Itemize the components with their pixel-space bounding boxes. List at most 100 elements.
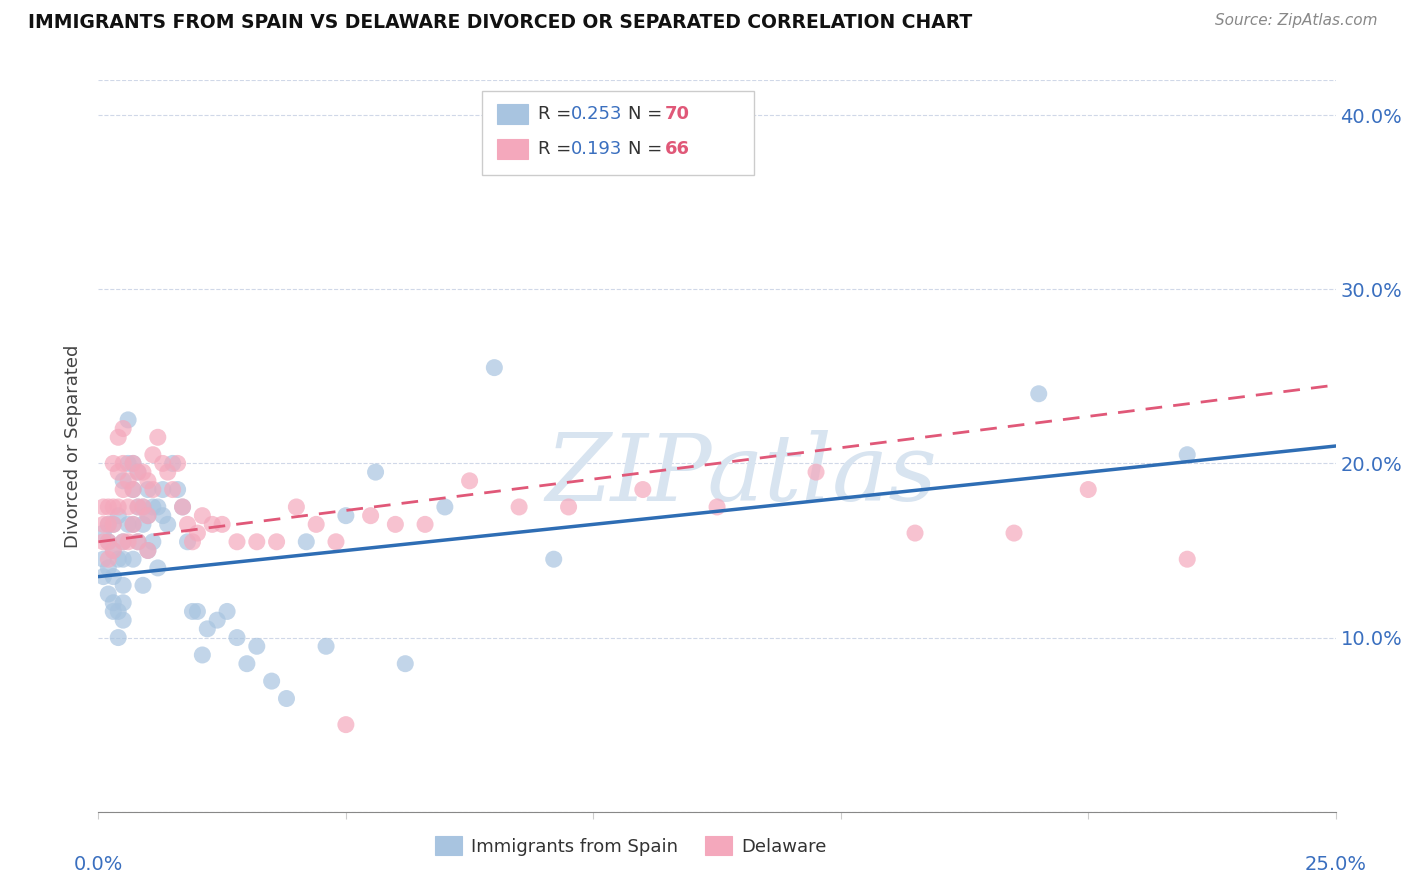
Point [122,517,145,532]
Point [176,534,198,549]
Point [1175,448,1198,462]
Point [97,500,120,514]
Point [236,657,259,671]
Point [543,552,565,566]
Point [93,534,115,549]
Point [107,508,129,523]
Point [191,508,214,523]
Bar [496,139,527,160]
Point [186,526,208,541]
Point [103,543,125,558]
Point [122,483,145,497]
Point [117,457,139,471]
Point [132,500,155,514]
Text: 0.0%: 0.0% [73,855,124,874]
Point [142,500,165,514]
Text: 70: 70 [665,105,690,123]
Point [97,534,120,549]
Point [132,578,155,592]
Point [97,561,120,575]
Point [112,483,135,497]
Point [142,483,165,497]
Point [384,517,406,532]
Point [162,483,184,497]
Point [315,640,337,654]
Point [166,483,188,497]
Point [162,457,184,471]
Point [93,526,115,541]
Point [458,474,481,488]
Point [181,534,204,549]
Point [146,430,169,444]
Point [217,604,239,618]
Point [136,543,159,558]
Point [904,526,927,541]
Legend: Immigrants from Spain, Delaware: Immigrants from Spain, Delaware [426,828,835,865]
Point [103,596,125,610]
Point [97,517,120,532]
Point [146,561,169,575]
Point [433,500,456,514]
Point [93,517,115,532]
Point [117,534,139,549]
Point [117,474,139,488]
Point [107,631,129,645]
Point [122,517,145,532]
Point [132,517,155,532]
Point [112,578,135,592]
Text: N =: N = [628,140,668,158]
Point [804,465,827,479]
Point [226,534,249,549]
Point [1028,386,1050,401]
Point [136,508,159,523]
Point [631,483,654,497]
Text: 66: 66 [665,140,690,158]
Point [122,483,145,497]
Point [117,517,139,532]
Point [181,604,204,618]
Point [127,500,149,514]
Point [93,569,115,583]
Point [112,421,135,435]
Point [211,517,233,532]
Point [413,517,436,532]
Point [107,430,129,444]
Point [246,534,269,549]
Point [136,483,159,497]
Point [394,657,416,671]
Point [706,500,728,514]
Point [195,622,218,636]
Point [1077,483,1099,497]
Point [107,604,129,618]
Point [152,457,174,471]
Point [107,500,129,514]
Point [1002,526,1025,541]
Point [142,534,165,549]
Point [172,500,194,514]
Point [132,500,155,514]
Text: N =: N = [628,105,668,123]
Point [117,500,139,514]
Point [136,508,159,523]
Text: Source: ZipAtlas.com: Source: ZipAtlas.com [1215,13,1378,29]
Point [103,457,125,471]
Point [132,465,155,479]
Point [127,534,149,549]
Point [136,543,159,558]
Point [335,508,357,523]
Point [112,552,135,566]
Point [276,691,298,706]
Point [172,500,194,514]
Point [557,500,579,514]
Point [112,613,135,627]
Point [508,500,530,514]
Point [127,500,149,514]
Point [295,534,318,549]
Point [335,717,357,731]
Point [360,508,382,523]
Point [484,360,506,375]
Point [1175,552,1198,566]
Point [201,517,224,532]
Y-axis label: Divorced or Separated: Divorced or Separated [65,344,83,548]
Bar [482,91,754,176]
